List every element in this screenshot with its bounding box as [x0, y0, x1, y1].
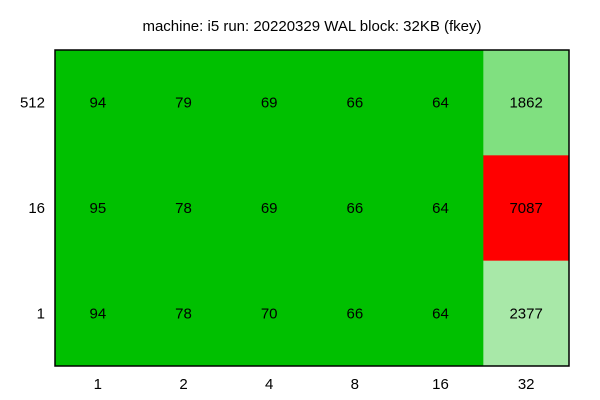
heatmap-cell	[140, 50, 227, 156]
x-tick-label: 8	[351, 376, 359, 393]
heatmap-cell-label: 79	[175, 95, 192, 112]
heatmap-cell	[226, 260, 313, 367]
heatmap-cell	[312, 50, 399, 156]
x-tick-label: 16	[432, 376, 449, 393]
heatmap-cell	[397, 260, 484, 367]
heatmap-cell	[312, 260, 399, 367]
heatmap-cell	[483, 50, 570, 156]
heatmap-cell	[55, 50, 142, 156]
heatmap-cell-label: 95	[89, 200, 106, 217]
heatmap-cell-label: 64	[432, 200, 449, 217]
y-tick-label: 512	[20, 95, 45, 112]
heatmap-cell	[140, 155, 227, 262]
x-tick-label: 32	[518, 376, 535, 393]
x-tick-label: 1	[94, 376, 102, 393]
heatmap-cell-label: 2377	[509, 305, 542, 322]
heatmap-cell-labels: 94 79 69 66 64 1862 95 78 69 66 64 7087 94 78 70 66 64 23…	[89, 95, 542, 323]
x-tick-label: 4	[265, 376, 273, 393]
heatmap-cell-label: 78	[175, 200, 192, 217]
y-axis-ticks: 512 16 1	[20, 95, 45, 323]
heatmap-cell-label: 66	[346, 305, 363, 322]
heatmap-cell	[397, 155, 484, 262]
y-tick-label: 1	[37, 305, 45, 322]
heatmap-cell-label: 78	[175, 305, 192, 322]
heatmap-cell	[55, 155, 142, 262]
heatmap-cell	[226, 50, 313, 156]
heatmap-cell	[140, 260, 227, 367]
y-tick-label: 16	[28, 200, 45, 217]
heatmap-cell	[483, 260, 570, 367]
heatmap-cell	[483, 155, 570, 262]
heatmap-cell-label: 69	[261, 200, 278, 217]
heatmap-cell-label: 1862	[509, 95, 542, 112]
heatmap-cell-label: 94	[89, 305, 106, 322]
heatmap-cell-label: 7087	[509, 200, 542, 217]
heatmap-cell	[55, 260, 142, 367]
heatmap-cell-label: 69	[261, 95, 278, 112]
heatmap-cell-label: 94	[89, 95, 106, 112]
heatmap-cell-label: 66	[346, 95, 363, 112]
heatmap-cell-label: 70	[261, 305, 278, 322]
heatmap-cell	[397, 50, 484, 156]
plot-frame	[54, 49, 570, 367]
heatmap-cell	[312, 155, 399, 262]
x-tick-label: 2	[179, 376, 187, 393]
heatmap-cell-label: 64	[432, 305, 449, 322]
chart-title: machine: i5 run: 20220329 WAL block: 32K…	[142, 18, 481, 35]
heatmap-cell-label: 64	[432, 95, 449, 112]
heatmap-cell-label: 66	[346, 200, 363, 217]
x-axis-ticks: 1 2 4 8 16 32	[94, 376, 535, 393]
heatmap-cells	[55, 50, 570, 367]
heatmap-cell	[226, 155, 313, 262]
